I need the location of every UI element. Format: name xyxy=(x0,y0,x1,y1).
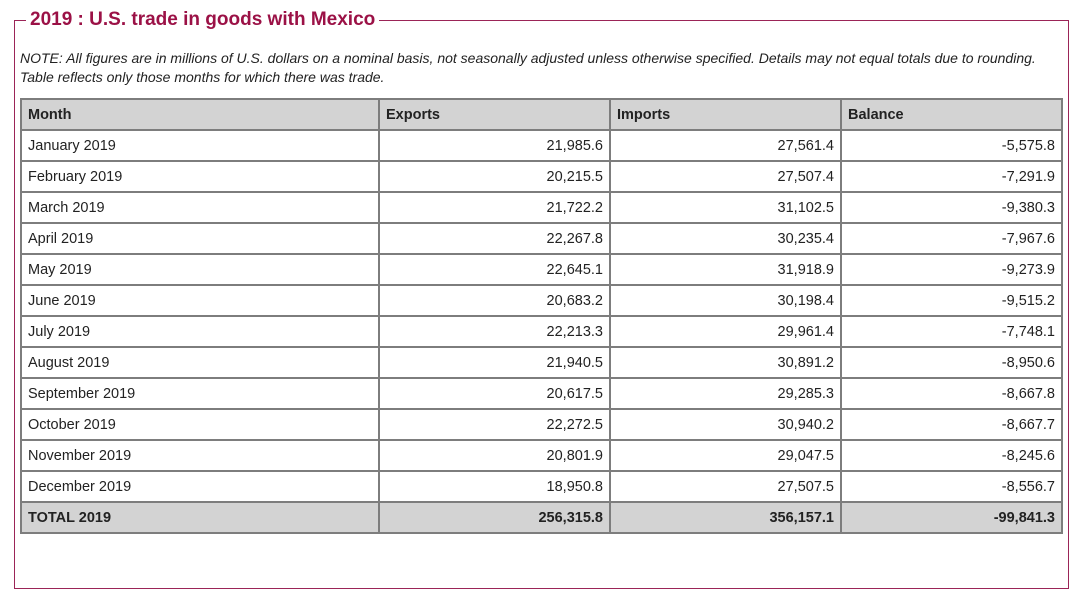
balance-cell: -9,515.2 xyxy=(842,286,1063,317)
table-header-row: Month Exports Imports Balance xyxy=(22,100,1063,131)
imports-cell: 29,047.5 xyxy=(611,441,842,472)
exports-cell: 22,267.8 xyxy=(380,224,611,255)
imports-cell: 27,561.4 xyxy=(611,131,842,162)
table-row: June 2019 20,683.2 30,198.4 -9,515.2 xyxy=(22,286,1063,317)
balance-cell: -9,380.3 xyxy=(842,193,1063,224)
imports-cell: 30,940.2 xyxy=(611,410,842,441)
column-header-imports: Imports xyxy=(611,100,842,131)
month-cell: January 2019 xyxy=(22,131,380,162)
month-cell: May 2019 xyxy=(22,255,380,286)
table-row: March 2019 21,722.2 31,102.5 -9,380.3 xyxy=(22,193,1063,224)
table-row: November 2019 20,801.9 29,047.5 -8,245.6 xyxy=(22,441,1063,472)
table-row: August 2019 21,940.5 30,891.2 -8,950.6 xyxy=(22,348,1063,379)
exports-cell: 18,950.8 xyxy=(380,472,611,503)
imports-cell: 31,918.9 xyxy=(611,255,842,286)
imports-cell: 27,507.5 xyxy=(611,472,842,503)
imports-cell: 30,891.2 xyxy=(611,348,842,379)
imports-cell: 30,235.4 xyxy=(611,224,842,255)
month-cell: August 2019 xyxy=(22,348,380,379)
balance-cell: -9,273.9 xyxy=(842,255,1063,286)
table-frame xyxy=(14,20,1069,589)
column-header-exports: Exports xyxy=(380,100,611,131)
exports-cell: 20,617.5 xyxy=(380,379,611,410)
exports-cell: 21,940.5 xyxy=(380,348,611,379)
exports-cell: 22,645.1 xyxy=(380,255,611,286)
balance-cell: -8,556.7 xyxy=(842,472,1063,503)
balance-cell: -8,667.8 xyxy=(842,379,1063,410)
exports-cell: 20,215.5 xyxy=(380,162,611,193)
table-total-row: TOTAL 2019 256,315.8 356,157.1 -99,841.3 xyxy=(22,503,1063,534)
month-cell: March 2019 xyxy=(22,193,380,224)
page-title: 2019 : U.S. trade in goods with Mexico xyxy=(26,8,380,32)
exports-cell: 20,683.2 xyxy=(380,286,611,317)
month-cell: December 2019 xyxy=(22,472,380,503)
balance-cell: -8,950.6 xyxy=(842,348,1063,379)
imports-cell: 31,102.5 xyxy=(611,193,842,224)
column-header-balance: Balance xyxy=(842,100,1063,131)
balance-cell: -7,748.1 xyxy=(842,317,1063,348)
balance-cell: -7,967.6 xyxy=(842,224,1063,255)
imports-cell: 29,961.4 xyxy=(611,317,842,348)
table-note: NOTE: All figures are in millions of U.S… xyxy=(20,50,1036,85)
table-row: December 2019 18,950.8 27,507.5 -8,556.7 xyxy=(22,472,1063,503)
trade-table: Month Exports Imports Balance January 20… xyxy=(20,98,1063,534)
table-row: July 2019 22,213.3 29,961.4 -7,748.1 xyxy=(22,317,1063,348)
balance-cell: -7,291.9 xyxy=(842,162,1063,193)
total-imports-cell: 356,157.1 xyxy=(611,503,842,534)
month-cell: February 2019 xyxy=(22,162,380,193)
balance-cell: -8,667.7 xyxy=(842,410,1063,441)
balance-cell: -8,245.6 xyxy=(842,441,1063,472)
table-row: May 2019 22,645.1 31,918.9 -9,273.9 xyxy=(22,255,1063,286)
month-cell: June 2019 xyxy=(22,286,380,317)
imports-cell: 27,507.4 xyxy=(611,162,842,193)
table-row: October 2019 22,272.5 30,940.2 -8,667.7 xyxy=(22,410,1063,441)
table-row: April 2019 22,267.8 30,235.4 -7,967.6 xyxy=(22,224,1063,255)
table-row: September 2019 20,617.5 29,285.3 -8,667.… xyxy=(22,379,1063,410)
month-cell: April 2019 xyxy=(22,224,380,255)
table-row: February 2019 20,215.5 27,507.4 -7,291.9 xyxy=(22,162,1063,193)
exports-cell: 21,722.2 xyxy=(380,193,611,224)
month-cell: September 2019 xyxy=(22,379,380,410)
total-label-cell: TOTAL 2019 xyxy=(22,503,380,534)
table-row: January 2019 21,985.6 27,561.4 -5,575.8 xyxy=(22,131,1063,162)
exports-cell: 22,272.5 xyxy=(380,410,611,441)
total-exports-cell: 256,315.8 xyxy=(380,503,611,534)
total-balance-cell: -99,841.3 xyxy=(842,503,1063,534)
month-cell: July 2019 xyxy=(22,317,380,348)
exports-cell: 22,213.3 xyxy=(380,317,611,348)
column-header-month: Month xyxy=(22,100,380,131)
exports-cell: 21,985.6 xyxy=(380,131,611,162)
imports-cell: 30,198.4 xyxy=(611,286,842,317)
month-cell: November 2019 xyxy=(22,441,380,472)
balance-cell: -5,575.8 xyxy=(842,131,1063,162)
imports-cell: 29,285.3 xyxy=(611,379,842,410)
month-cell: October 2019 xyxy=(22,410,380,441)
exports-cell: 20,801.9 xyxy=(380,441,611,472)
